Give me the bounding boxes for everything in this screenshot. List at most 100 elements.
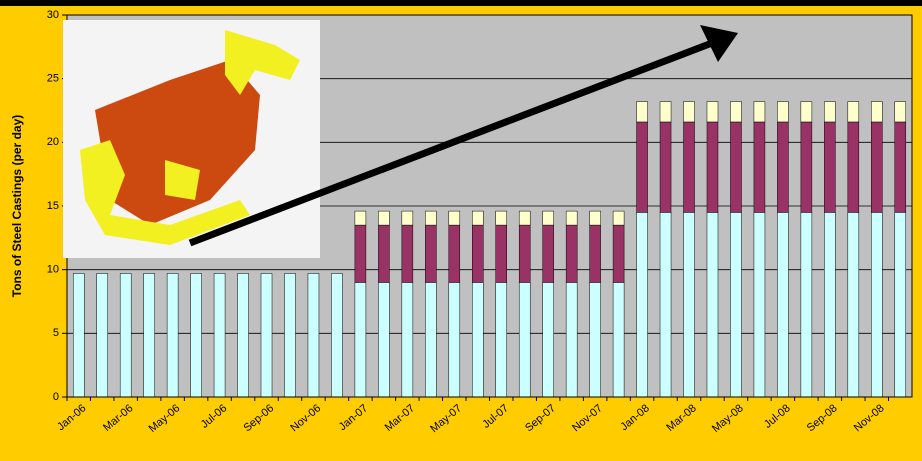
y-tick-label: 25 (47, 73, 59, 85)
bar-segment (589, 224, 601, 283)
bar-segment (706, 212, 719, 398)
bar-segment (448, 282, 461, 398)
bar-segment (542, 210, 554, 226)
bar-segment (72, 273, 85, 398)
bar-segment (472, 282, 484, 398)
bar-segment (777, 212, 789, 398)
bar-segment (612, 210, 625, 226)
x-tick-label: Jul-07 (480, 402, 511, 430)
casting-part (165, 160, 200, 200)
bar-segment (753, 212, 766, 398)
y-tick-label: 15 (47, 200, 59, 212)
bar-segment (378, 282, 390, 398)
bar-segment (800, 212, 813, 398)
bar-segment (589, 210, 601, 226)
bar-segment (730, 212, 742, 398)
bar-segment (401, 282, 414, 398)
bar-segment (331, 273, 343, 398)
x-tick-label: May-07 (428, 402, 464, 435)
bar-segment (425, 224, 437, 283)
x-tick-label: Jan-08 (618, 402, 651, 433)
trend-arrow-head (700, 25, 738, 62)
bar-segment (448, 210, 461, 226)
bar-segment (143, 273, 155, 398)
bar-segment (777, 121, 789, 213)
x-tick-label: Nov-07 (570, 402, 605, 434)
bar-segment (824, 101, 836, 123)
bar-segment (542, 282, 554, 398)
x-tick-label: Mar-06 (101, 402, 135, 434)
bar-segment (659, 121, 672, 213)
bar-segment (777, 101, 789, 123)
x-tick-label: May-06 (147, 402, 183, 435)
bar-segment (871, 101, 883, 123)
bar-segment (636, 121, 648, 213)
bar-segment (871, 212, 883, 398)
bar-segment (683, 101, 695, 123)
bar-segment (753, 101, 766, 123)
bar-segment (589, 282, 601, 398)
bar-segment (354, 210, 367, 226)
bar-segment (894, 121, 907, 213)
bar-segment (119, 273, 132, 398)
y-tick-label: 0 (53, 391, 59, 403)
x-tick-label: Jan-07 (337, 402, 370, 433)
top-band (0, 0, 922, 6)
casting-part (225, 30, 300, 95)
bar-segment (260, 273, 273, 398)
bar-segment (401, 210, 414, 226)
y-tick-label: 30 (47, 9, 59, 21)
bar-segment (565, 210, 578, 226)
bar-segment (636, 101, 648, 123)
bar-segment (847, 121, 860, 213)
bar-segment (518, 282, 531, 398)
bar-segment (495, 224, 507, 283)
bar-segment (800, 121, 813, 213)
x-tick-label: Sep-06 (241, 402, 276, 434)
x-tick-label: Jul-08 (762, 402, 793, 430)
bar-segment (284, 273, 296, 398)
bar-segment (824, 212, 836, 398)
x-tick-label: Jul-06 (199, 402, 230, 430)
bar-segment (847, 101, 860, 123)
bar-segment (472, 210, 484, 226)
x-tick-label: Mar-08 (664, 402, 698, 434)
x-tick-label: Nov-08 (852, 402, 887, 434)
bar-segment (565, 282, 578, 398)
bar-segment (401, 224, 414, 283)
bar-segment (472, 224, 484, 283)
bar-segment (612, 282, 625, 398)
bar-segment (354, 282, 367, 398)
bar-segment (542, 224, 554, 283)
bar-segment (612, 224, 625, 283)
product-image (63, 20, 320, 258)
x-tick-label: Mar-07 (383, 402, 417, 434)
bar-segment (824, 121, 836, 213)
y-tick-label: 5 (53, 327, 59, 339)
bar-segment (307, 273, 320, 398)
bar-segment (894, 101, 907, 123)
bar-segment (706, 121, 719, 213)
bar-segment (96, 273, 108, 398)
bar-segment (237, 273, 249, 398)
bar-segment (425, 210, 437, 226)
bar-segment (565, 224, 578, 283)
bar-segment (730, 121, 742, 213)
bar-segment (871, 121, 883, 213)
bar-segment (753, 121, 766, 213)
bar-segment (730, 101, 742, 123)
x-tick-label: Nov-06 (288, 402, 323, 434)
y-axis-label: Tons of Steel Castings (per day) (10, 115, 24, 297)
bar-segment (166, 273, 179, 398)
trend-arrow (188, 39, 714, 247)
bar-segment (354, 224, 367, 283)
x-tick-label: Sep-07 (523, 402, 558, 434)
y-tick-label: 10 (47, 264, 59, 276)
bar-segment (495, 210, 507, 226)
bar-segment (659, 101, 672, 123)
bar-segment (425, 282, 437, 398)
bar-segment (683, 121, 695, 213)
bar-segment (518, 224, 531, 283)
